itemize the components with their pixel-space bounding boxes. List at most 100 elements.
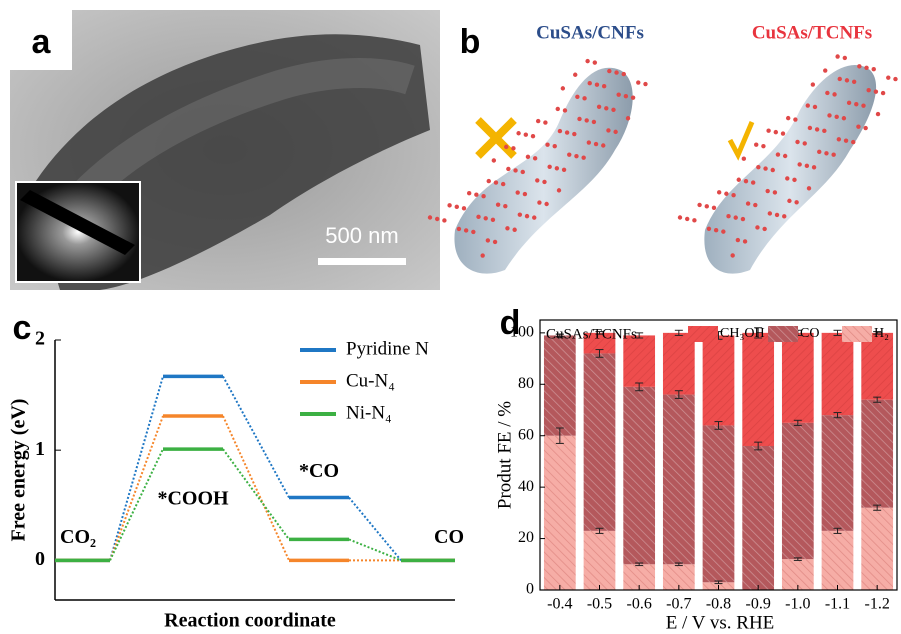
atom-dot — [835, 115, 839, 119]
atom-dot — [506, 167, 510, 171]
atom-dot — [553, 144, 557, 148]
x-tick-label: -0.8 — [706, 596, 731, 613]
x-tick-label: -0.6 — [627, 596, 652, 613]
atom-dot — [518, 212, 522, 216]
scale-bar-label: 500 nm — [325, 223, 398, 248]
atom-dot — [845, 78, 849, 82]
atom-dot — [812, 165, 816, 169]
atom-dot — [746, 201, 750, 205]
atom-dot — [724, 192, 728, 196]
atom-dot — [742, 157, 746, 161]
atom-dot — [741, 217, 745, 221]
connector — [223, 376, 289, 497]
atom-dot — [794, 200, 798, 204]
atom-dot — [786, 116, 790, 120]
atom-dot — [782, 214, 786, 218]
atom-dot — [474, 193, 478, 197]
atom-dot — [512, 228, 516, 232]
panel-title: CuSAs/CNFs — [536, 22, 644, 43]
cross-icon — [478, 120, 514, 156]
atom-dot — [611, 108, 615, 112]
atom-dot — [813, 105, 817, 109]
check-icon — [730, 122, 752, 155]
atom-dot — [881, 91, 885, 95]
legend-label: Pyridine N — [346, 338, 429, 359]
x-axis-label: Reaction coordinate — [164, 610, 336, 632]
y-tick-label: 0 — [35, 548, 45, 570]
atom-dot — [545, 142, 549, 146]
atom-dot — [787, 199, 791, 203]
atom-dot — [602, 84, 606, 88]
atom-dot — [832, 92, 836, 96]
bar-segment — [663, 395, 695, 565]
atom-dot — [768, 211, 772, 215]
atom-dot — [467, 191, 471, 195]
y-tick-label: 1 — [35, 438, 45, 460]
atom-dot — [601, 143, 605, 147]
x-tick-label: -1.2 — [865, 596, 890, 613]
atom-dot — [592, 120, 596, 124]
atom-dot — [822, 129, 826, 133]
bar-segment — [822, 531, 854, 590]
atom-dot — [544, 202, 548, 206]
atom-dot — [487, 179, 491, 183]
atom-dot — [604, 106, 608, 110]
atom-dot — [806, 103, 810, 107]
atom-dot — [755, 225, 759, 229]
x-tick-label: -0.5 — [587, 596, 612, 613]
atom-dot — [533, 156, 537, 160]
atom-dot — [555, 166, 559, 170]
atom-dot — [803, 141, 807, 145]
atom-dot — [428, 215, 432, 219]
atom-dot — [535, 178, 539, 182]
bar-segment — [822, 333, 854, 415]
atom-dot — [771, 168, 775, 172]
x-tick-label: -1.1 — [825, 596, 850, 613]
atom-dot — [435, 217, 439, 221]
atom-dot — [537, 200, 541, 204]
scale-bar — [318, 258, 406, 265]
step-label: *CO — [299, 460, 339, 482]
bar-segment — [861, 400, 893, 508]
y-axis-label: Produt FE / % — [494, 401, 515, 509]
atom-dot — [505, 226, 509, 230]
atom-dot — [523, 192, 527, 196]
atom-dot — [565, 130, 569, 134]
bar-segment — [742, 446, 774, 590]
atom-dot — [736, 238, 740, 242]
bar-segment — [742, 333, 774, 446]
atom-dot — [776, 152, 780, 156]
atom-dot — [585, 118, 589, 122]
tube — [454, 68, 632, 274]
bar-segment — [703, 425, 735, 582]
atom-dot — [795, 140, 799, 144]
atom-dot — [773, 190, 777, 194]
bar-segment — [584, 531, 616, 590]
atom-dot — [824, 151, 828, 155]
chart-title: CuSAs/TCNFs — [546, 326, 637, 342]
atom-dot — [792, 178, 796, 182]
atom-dot — [558, 129, 562, 133]
atom-dot — [751, 180, 755, 184]
atom-dot — [726, 214, 730, 218]
atom-dot — [678, 215, 682, 219]
atom-dot — [864, 66, 868, 70]
panel-label: c — [13, 309, 32, 347]
atom-dot — [501, 182, 505, 186]
atom-dot — [697, 203, 701, 207]
atom-dot — [807, 186, 811, 190]
y-tick-label: 100 — [510, 324, 534, 341]
panel-label: a — [32, 23, 52, 61]
atom-dot — [613, 130, 617, 134]
atom-dot — [797, 162, 801, 166]
legend-swatch — [842, 326, 872, 342]
atom-dot — [765, 189, 769, 193]
atom-dot — [486, 238, 490, 242]
atom-dot — [581, 155, 585, 159]
bar-segment — [782, 333, 814, 423]
atom-dot — [783, 154, 787, 158]
atom-dot — [626, 116, 630, 120]
atom-dot — [457, 227, 461, 231]
atom-dot — [577, 117, 581, 121]
atom-dot — [847, 101, 851, 105]
